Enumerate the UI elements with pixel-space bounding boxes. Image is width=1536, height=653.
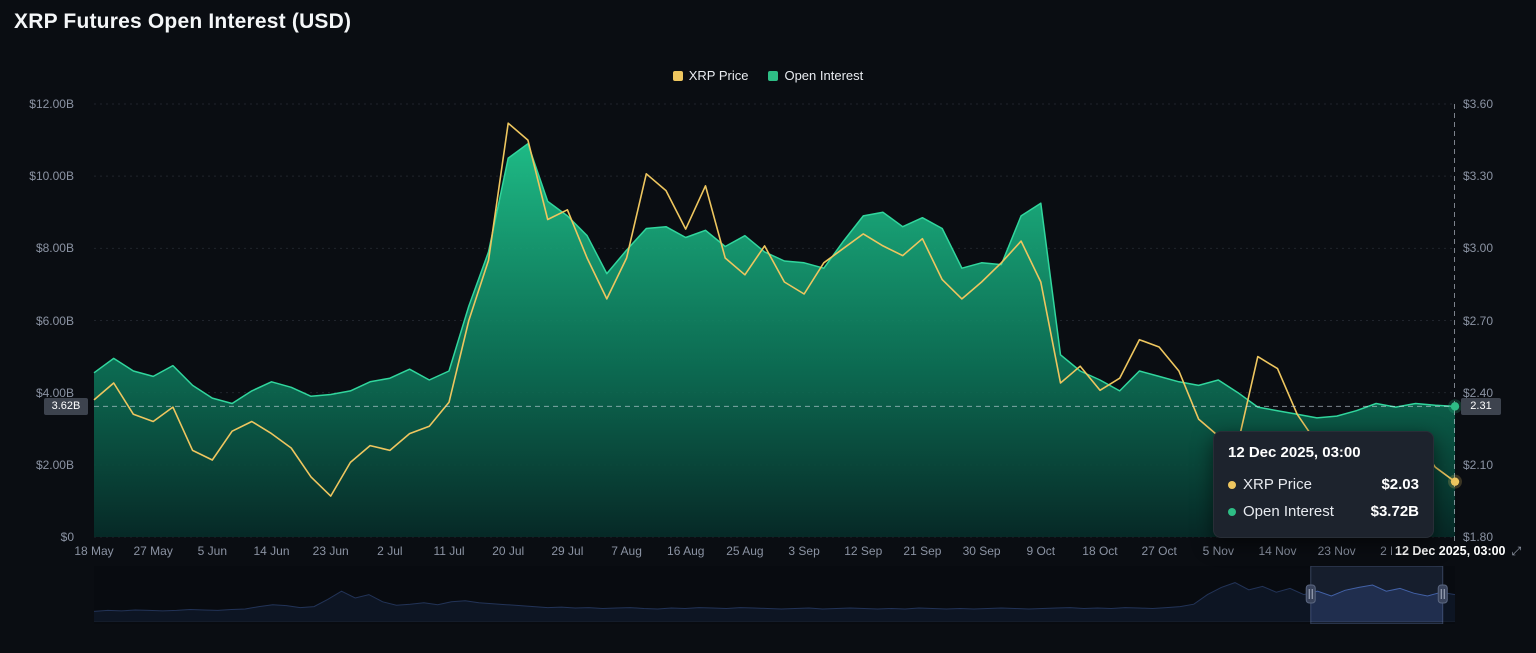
legend-label-open-interest: Open Interest bbox=[784, 68, 864, 83]
xrp-price-last-dot bbox=[1450, 477, 1460, 486]
x-axis-tick-label: 23 Nov bbox=[1317, 544, 1356, 558]
xrp-price-swatch-icon bbox=[672, 70, 683, 81]
y-axis-tick-label: $4.00B bbox=[35, 385, 74, 400]
x-axis-tick-label: 20 Jul bbox=[492, 544, 525, 558]
x-axis-tick-label: 27 Oct bbox=[1141, 544, 1177, 558]
x-axis-tick-label: 11 Jul bbox=[433, 544, 465, 558]
x-axis-tick-label: 7 Aug bbox=[611, 544, 642, 558]
legend-item-xrp-price[interactable]: XRP Price bbox=[672, 68, 749, 83]
open-interest-line bbox=[93, 142, 1456, 419]
x-axis-tick-label: 14 Nov bbox=[1258, 544, 1297, 558]
tooltip-rows: XRP Price $2.03 Open Interest $3.72B bbox=[1228, 471, 1419, 525]
x-axis-tick-label: 12 Sep bbox=[844, 544, 883, 558]
series-dot-icon bbox=[1228, 480, 1236, 489]
legend-label-xrp-price: XRP Price bbox=[688, 68, 749, 83]
navigator-dim-right bbox=[1442, 566, 1455, 624]
left-axis: $12.00B $10.00B $8.00B $6.00B $4.00B $2.00B $0 bbox=[0, 97, 84, 544]
right-axis: $3.60 $3.30 $3.00 $2.70 $2.40 $2.10 $1.80 bbox=[1463, 97, 1533, 544]
tooltip-row: Open Interest $3.72B bbox=[1228, 498, 1419, 525]
y-axis-tick-label: $12.00B bbox=[29, 97, 74, 111]
expand-icon[interactable]: ⤢ bbox=[1511, 544, 1522, 558]
crosshair-date-text: 12 Dec 2025, 03:00 bbox=[1395, 544, 1506, 558]
navigator[interactable] bbox=[94, 566, 1455, 624]
open-interest-last-dot bbox=[1450, 402, 1460, 411]
tooltip-series-label: Open Interest bbox=[1243, 503, 1334, 520]
navigator-handle-right[interactable] bbox=[1437, 584, 1448, 604]
y-axis-tick-label: $2.10 bbox=[1463, 457, 1494, 472]
x-axis-tick-label: 23 Jun bbox=[312, 544, 349, 558]
x-axis-tick-label: 18 May bbox=[74, 544, 114, 558]
x-axis-tick-label: 29 Jul bbox=[551, 544, 584, 558]
y-axis-tick-label: $6.00B bbox=[35, 313, 74, 328]
y-axis-tick-label: $10.00B bbox=[29, 169, 74, 184]
navigator-handle-left[interactable] bbox=[1305, 584, 1316, 604]
x-axis-tick-label: 5 Nov bbox=[1202, 544, 1234, 558]
page-title: XRP Futures Open Interest (USD) bbox=[14, 10, 352, 33]
x-axis-tick-label: 21 Sep bbox=[903, 544, 942, 558]
y-axis-tick-label: $8.00B bbox=[35, 241, 74, 256]
tooltip-series-value: $3.72B bbox=[1370, 503, 1419, 520]
y-axis-tick-label: $1.80 bbox=[1463, 530, 1494, 544]
x-axis: 18 May 27 May 5 Jun 14 Jun 23 Jun 2 Jul 11 Jul… bbox=[74, 544, 1455, 560]
series-dot-icon bbox=[1228, 507, 1236, 516]
x-axis-tick-label: 2 Jul bbox=[377, 544, 403, 558]
tooltip-title: 12 Dec 2025, 03:00 bbox=[1228, 444, 1361, 461]
tooltip-row: XRP Price $2.03 bbox=[1228, 471, 1419, 498]
crosshair-date-label: 12 Dec 2025, 03:00 ⤢ bbox=[1392, 543, 1525, 559]
navigator-selection[interactable] bbox=[1310, 566, 1444, 624]
x-axis-tick-label: 3 Sep bbox=[788, 544, 820, 558]
x-axis-tick-label: 9 Oct bbox=[1026, 544, 1056, 558]
open-interest-swatch-icon bbox=[768, 70, 779, 81]
x-axis-tick-label: 25 Aug bbox=[726, 544, 764, 558]
navigator-dim-left bbox=[94, 566, 1311, 624]
x-axis-tick-label: 14 Jun bbox=[253, 544, 290, 558]
y-axis-tick-label: $3.00 bbox=[1463, 241, 1494, 256]
y-axis-tick-label: $0 bbox=[60, 530, 74, 544]
last-value-badge-right: 2.31 bbox=[1461, 397, 1501, 415]
y-axis-tick-label: $3.60 bbox=[1463, 97, 1494, 111]
x-axis-tick-label: 30 Sep bbox=[962, 544, 1001, 558]
tooltip-series-value: $2.03 bbox=[1381, 476, 1419, 493]
legend: XRP Price Open Interest bbox=[0, 68, 1536, 83]
x-axis-tick-label: 16 Aug bbox=[667, 544, 705, 558]
y-axis-tick-label: $2.00B bbox=[35, 457, 74, 472]
last-value-badge-left: 3.62B bbox=[44, 397, 88, 415]
tooltip: 12 Dec 2025, 03:00 XRP Price $2.03 Open In… bbox=[1213, 431, 1434, 538]
y-axis-tick-label: $2.70 bbox=[1463, 313, 1494, 328]
y-axis-tick-label: $2.40 bbox=[1463, 385, 1494, 400]
x-axis-tick-label: 27 May bbox=[133, 544, 173, 558]
x-axis-tick-label: 5 Jun bbox=[197, 544, 228, 558]
tooltip-series-label: XRP Price bbox=[1243, 476, 1312, 493]
y-axis-tick-label: $3.30 bbox=[1463, 169, 1494, 184]
x-axis-tick-label: 18 Oct bbox=[1082, 544, 1118, 558]
open-interest-area bbox=[94, 143, 1455, 537]
legend-item-open-interest[interactable]: Open Interest bbox=[768, 68, 863, 83]
